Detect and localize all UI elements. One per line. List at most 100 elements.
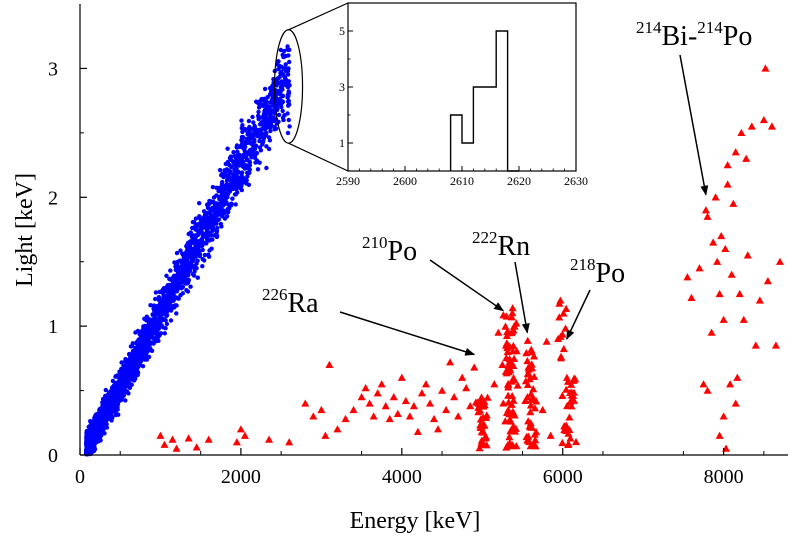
- isotope-mass-number: 214: [636, 18, 662, 37]
- beta-gamma-point: [257, 160, 262, 165]
- isotope-label: 218Po: [570, 255, 625, 289]
- beta-gamma-point: [140, 338, 145, 344]
- beta-gamma-point: [236, 185, 242, 190]
- beta-gamma-point: [244, 165, 249, 170]
- beta-gamma-point: [264, 165, 269, 171]
- alpha-point: [434, 425, 443, 433]
- beta-gamma-point: [195, 232, 200, 237]
- beta-gamma-point: [148, 348, 153, 353]
- alpha-point: [425, 399, 434, 407]
- beta-gamma-point: [94, 434, 100, 439]
- inset-histogram-outline: [449, 30, 519, 172]
- alpha-point: [713, 257, 722, 265]
- beta-gamma-point: [248, 135, 253, 141]
- alpha-point: [476, 406, 485, 414]
- beta-gamma-point: [186, 251, 192, 256]
- beta-gamma-point: [211, 216, 216, 222]
- beta-gamma-point: [120, 388, 126, 394]
- beta-gamma-point: [253, 160, 258, 165]
- beta-gamma-point: [197, 214, 202, 219]
- alpha-point: [204, 435, 213, 443]
- y-axis-label: Light [keV]: [12, 173, 38, 287]
- alpha-point: [498, 360, 507, 368]
- alpha-point: [733, 373, 742, 381]
- beta-gamma-point: [183, 264, 188, 269]
- beta-gamma-point: [149, 334, 155, 340]
- isotope-label: 210Po: [362, 233, 417, 267]
- beta-gamma-point: [253, 143, 259, 148]
- beta-gamma-point: [176, 296, 181, 301]
- beta-gamma-point: [236, 153, 241, 158]
- alpha-point: [321, 431, 330, 439]
- beta-gamma-point: [121, 376, 126, 381]
- beta-gamma-point: [250, 114, 255, 120]
- beta-gamma-point: [130, 341, 135, 346]
- alpha-point: [526, 423, 535, 431]
- isotope-element: Bi-: [662, 21, 698, 52]
- inset-y-tick-label: 1: [339, 136, 345, 150]
- beta-gamma-point: [217, 201, 222, 206]
- x-tick-label: 6000: [543, 466, 583, 488]
- alpha-point: [559, 309, 568, 317]
- beta-gamma-point: [276, 99, 281, 104]
- beta-gamma-point: [287, 47, 292, 52]
- alpha-point: [504, 391, 513, 399]
- alpha-point: [512, 347, 521, 355]
- inset-histogram: 2590 2600 2610 2620 2630 1 3 5: [273, 2, 588, 188]
- beta-gamma-point: [188, 284, 193, 289]
- beta-gamma-point: [180, 284, 186, 290]
- beta-gamma-point: [285, 68, 291, 74]
- beta-gamma-point: [193, 216, 199, 221]
- alpha-point: [524, 417, 533, 425]
- beta-gamma-point: [245, 170, 250, 175]
- beta-gamma-point: [190, 219, 196, 225]
- alpha-point: [687, 293, 696, 301]
- beta-gamma-point: [180, 291, 185, 296]
- zoom-line-bottom: [288, 142, 349, 172]
- alpha-point: [503, 343, 512, 352]
- beta-gamma-point: [107, 408, 113, 413]
- beta-gamma-point: [228, 177, 233, 183]
- beta-gamma-point: [202, 223, 207, 228]
- alpha-point: [240, 431, 249, 439]
- beta-gamma-point: [130, 355, 135, 361]
- beta-gamma-point: [191, 233, 196, 238]
- beta-gamma-point: [113, 403, 118, 408]
- beta-gamma-point: [270, 83, 275, 89]
- beta-gamma-point: [214, 233, 220, 238]
- beta-gamma-point: [143, 323, 148, 329]
- alpha-point: [527, 395, 536, 404]
- beta-gamma-point: [95, 430, 101, 435]
- alpha-point: [723, 161, 732, 169]
- alpha-point: [522, 349, 531, 357]
- beta-gamma-point: [113, 374, 118, 379]
- alpha-point: [507, 400, 516, 408]
- beta-gamma-point: [98, 438, 103, 443]
- beta-gamma-point: [99, 411, 104, 416]
- beta-gamma-point: [132, 369, 138, 374]
- y-tick-label: 1: [48, 316, 58, 338]
- beta-gamma-point: [121, 363, 126, 369]
- beta-gamma-point: [286, 92, 291, 97]
- beta-gamma-point: [119, 360, 124, 365]
- beta-gamma-point: [262, 96, 267, 102]
- alpha-point: [727, 270, 736, 278]
- alpha-point: [563, 401, 572, 410]
- beta-gamma-point: [136, 350, 141, 355]
- beta-gamma-point: [239, 134, 245, 140]
- beta-gamma-point: [209, 199, 214, 204]
- beta-gamma-point: [227, 183, 232, 188]
- beta-gamma-point: [241, 153, 246, 158]
- beta-gamma-point: [285, 44, 290, 49]
- annotation-arrow: [566, 289, 591, 340]
- alpha-point: [707, 328, 716, 336]
- alpha-point: [723, 180, 732, 188]
- alpha-point: [523, 380, 532, 389]
- alpha-point: [683, 273, 692, 281]
- alpha-point: [393, 409, 402, 417]
- beta-gamma-point: [286, 53, 291, 58]
- beta-gamma-point: [279, 81, 284, 87]
- beta-gamma-point: [199, 238, 205, 243]
- beta-gamma-point: [156, 303, 162, 308]
- alpha-point: [569, 391, 578, 399]
